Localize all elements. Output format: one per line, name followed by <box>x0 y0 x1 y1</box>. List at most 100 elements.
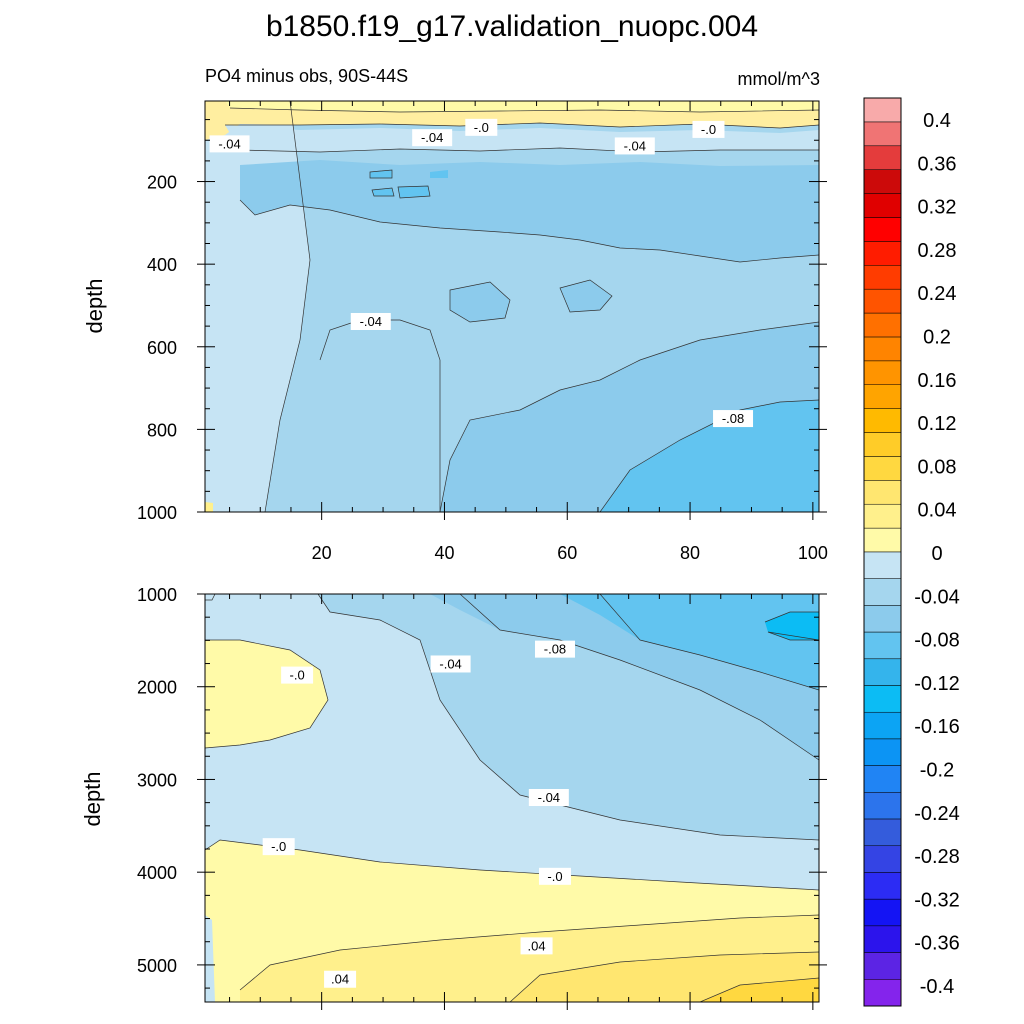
colorbar-swatch-positive <box>863 408 902 433</box>
upper-contour-label: -.04 <box>350 312 391 330</box>
upper-fill-eddy-1 <box>450 282 510 322</box>
colorbar-swatch-positive <box>863 527 902 553</box>
colorbar-label: 0.2 <box>923 327 951 349</box>
upper-contour-panel: -.04 -.04-.0-.04-.0-.04-.08 20 40 60 80 10020… <box>82 100 828 563</box>
upper-axis-ticks: 20 40 60 80 100 200 400 600 800 1000 <box>137 101 828 563</box>
lower-contour-label: -.08 <box>534 640 575 658</box>
colorbar-swatch-positive <box>863 312 902 338</box>
upper-contour-label-bg <box>465 118 498 136</box>
upper-contour-label: -.08 <box>713 410 754 428</box>
colorbar-swatch-negative <box>863 898 902 927</box>
colorbar-label: -0.04 <box>914 586 960 608</box>
lower-fill-bottom-4 <box>700 978 819 1002</box>
upper-y-tick-label: 600 <box>147 338 177 358</box>
panel-units-label: mmol/m^3 <box>738 69 820 89</box>
colorbar-swatch-negative <box>863 685 902 713</box>
lower-contour-label: -.0 <box>262 838 295 856</box>
upper-contour-label-bg <box>692 120 725 138</box>
lower-contour-label-bg <box>262 838 295 856</box>
colorbar-swatch-positive <box>863 265 902 290</box>
lower-contour-lines <box>205 594 819 1002</box>
colorbar-label: 0.36 <box>918 153 957 175</box>
colorbar-swatch-positive <box>863 432 902 457</box>
colorbar-swatch-positive <box>863 145 902 170</box>
lower-contour-label-text: -.0 <box>271 839 286 854</box>
upper-contour-label: -.04 <box>614 137 655 155</box>
lower-contour-label: -.0 <box>538 867 571 885</box>
colorbar-swatch-negative <box>863 925 902 953</box>
upper-x-tick-label: 20 <box>312 543 332 563</box>
lower-contour-label: -.04 <box>430 655 471 673</box>
lower-contour-label-text: -.04 <box>439 656 461 671</box>
upper-fill-corner <box>205 502 213 512</box>
upper-contour-label-text: -.08 <box>722 411 744 426</box>
lower-plot-frame <box>204 593 820 1003</box>
lower-contour-label-text: .04 <box>528 938 546 953</box>
lower-contour-label: .04 <box>520 937 553 955</box>
upper-contour-label-bg <box>614 137 655 155</box>
colorbar-label: -0.08 <box>914 630 960 652</box>
colorbar-swatch-negative <box>863 818 902 847</box>
upper-x-tick-label: 80 <box>680 543 700 563</box>
colorbar-swatch-negative <box>863 952 902 980</box>
colorbar-swatch-positive <box>863 193 902 218</box>
upper-contour-label-bg <box>412 129 453 147</box>
colorbar-swatch-positive <box>863 503 902 529</box>
upper-contour-label-text: -.0 <box>701 122 716 137</box>
colorbar-label: 0.32 <box>918 197 957 219</box>
colorbar-label: -0.24 <box>914 803 960 825</box>
colorbar-label: 0.04 <box>918 500 957 522</box>
lower-contour-label-bg <box>528 789 569 806</box>
colorbar-label: 0.24 <box>918 283 957 305</box>
upper-contour-label-text: -.04 <box>421 130 443 145</box>
colorbar-swatch-positive <box>863 97 902 123</box>
colorbar-label: 0.12 <box>918 413 957 435</box>
upper-contour-label-text: -.04 <box>360 314 382 329</box>
lower-contour-label-bg <box>430 655 471 673</box>
colorbar-label: 0.08 <box>918 456 957 478</box>
lower-fill-left-edge <box>205 915 215 1002</box>
colorbar-label: -0.28 <box>914 846 960 868</box>
colorbar-label: -0.16 <box>914 716 960 738</box>
colorbar-swatch-negative <box>863 845 902 873</box>
lower-contour-label-bg <box>520 937 553 955</box>
colorbar-swatch-positive <box>863 336 902 362</box>
upper-plot-frame <box>204 100 820 513</box>
colorbar-swatch-positive <box>863 384 902 409</box>
upper-contour-label: -.04 <box>209 135 250 153</box>
colorbar: 0.4 0.36 0.32 0.28 0.24 0.2 0.16 0.12 0.08 0.04 0 -… <box>863 97 960 1007</box>
colorbar-swatch-negative <box>863 792 902 820</box>
colorbar-swatch-positive <box>863 241 902 266</box>
colorbar-swatch-positive <box>863 480 902 505</box>
upper-contour-label-text: -.04 <box>218 136 240 151</box>
colorbar-swatch-negative <box>863 979 902 1007</box>
colorbar-swatch-negative <box>863 711 902 740</box>
lower-contour-label-bg <box>534 640 575 658</box>
colorbar-swatch-negative <box>863 551 902 579</box>
lower-fill-core <box>765 612 819 640</box>
lower-contour-label: .04 <box>324 970 357 988</box>
colorbar-label: 0.16 <box>918 370 957 392</box>
colorbar-label: 0.28 <box>918 240 957 262</box>
lower-contour-labels: -.0 -.04 -.08 -.04 -.0 -.0 .04 .04 <box>262 640 575 988</box>
upper-fill-surface-top <box>225 101 819 112</box>
upper-fill-deepest <box>600 400 819 512</box>
colorbar-label: -0.12 <box>914 673 960 695</box>
colorbar-swatch-negative <box>863 765 902 793</box>
panel-subtitle-left: PO4 minus obs, 90S-44S <box>205 66 408 86</box>
upper-contour-label-text: -.0 <box>474 120 489 135</box>
upper-contour-labels: -.04 -.04 -.0 -.04 -.0 -.04 -.08 <box>209 118 754 428</box>
lower-fill-deeper <box>560 594 819 690</box>
upper-contour-label-bg <box>209 135 250 153</box>
upper-y-tick-label: 400 <box>147 255 177 275</box>
colorbar-swatch-negative <box>863 605 902 633</box>
lower-contour-label-text: -.04 <box>538 790 560 805</box>
figure-title: b1850.f19_g17.validation_nuopc.004 <box>266 10 758 43</box>
colorbar-label: -0.4 <box>920 976 954 998</box>
upper-y-axis-label: depth <box>82 278 107 333</box>
upper-fill-thermocline <box>240 160 819 262</box>
lower-contour-label: -.0 <box>281 666 314 684</box>
lower-contour-label-text: -.0 <box>290 668 305 683</box>
lower-y-axis-label: depth <box>80 771 105 826</box>
